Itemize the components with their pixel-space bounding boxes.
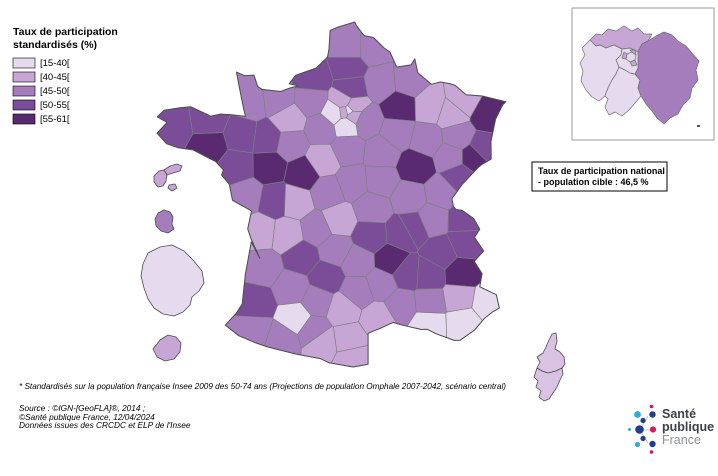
svg-text:France: France [662,433,701,447]
svg-text:Taux de participation national: Taux de participation national [538,166,665,176]
svg-text:publique: publique [662,420,714,434]
svg-text:Données issues des CRCDC et EL: Données issues des CRCDC et ELP de l'Ins… [19,420,191,430]
svg-text:Santé: Santé [662,407,696,421]
svg-text:[15-40[: [15-40[ [40,58,70,69]
svg-text:[40-45[: [40-45[ [40,72,70,83]
svg-text:©Santé publique France, 12/04/: ©Santé publique France, 12/04/2024 [19,412,155,422]
svg-text:[50-55[: [50-55[ [40,100,70,111]
svg-text:Source : ©IGN-[GeoFLA]®, 2014: Source : ©IGN-[GeoFLA]®, 2014 ; [19,403,146,413]
svg-text:[55-61[: [55-61[ [40,114,70,125]
svg-text:* Standardisés sur la populati: * Standardisés sur la population françai… [19,382,506,391]
svg-text:standardisés (%): standardisés (%) [13,39,97,51]
svg-text:[45-50[: [45-50[ [40,86,70,97]
svg-text:Taux de participation: Taux de participation [13,26,118,38]
svg-text:- population cible : 46,5 %: - population cible : 46,5 % [538,177,649,187]
